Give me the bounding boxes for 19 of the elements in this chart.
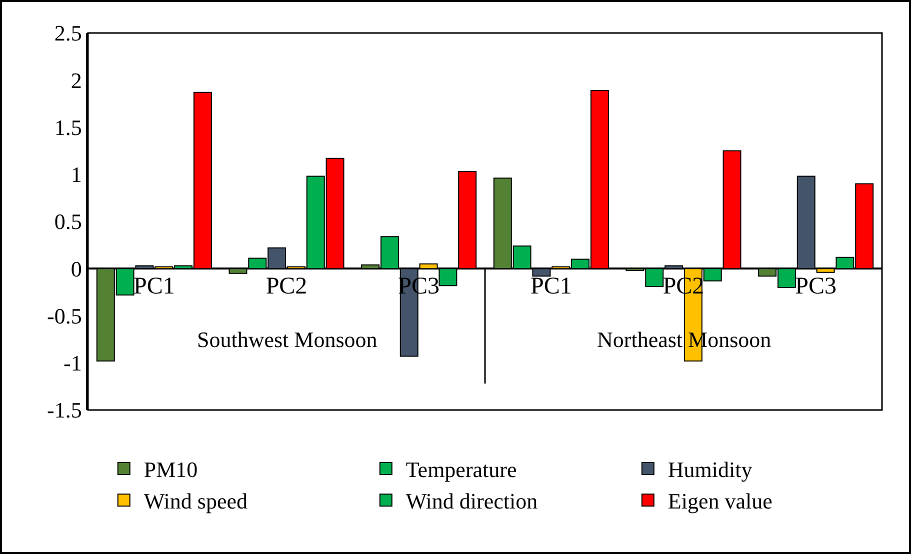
x-tick-label: PC1 (530, 274, 572, 300)
legend-label: Humidity (668, 457, 752, 482)
legend-label: Eigen value (668, 488, 772, 514)
x-tick-label: PC3 (795, 274, 837, 300)
y-tick-label: 0.5 (54, 209, 82, 234)
legend-label: Wind direction (406, 488, 538, 514)
legend-label: Temperature (406, 457, 517, 482)
y-tick-label: -1 (64, 350, 82, 376)
y-tick-label: 2.5 (54, 20, 82, 46)
y-tick-label: -0.5 (47, 303, 82, 328)
y-tick-label: 1.5 (54, 114, 82, 140)
annotation: Southwest Monsoon (197, 327, 378, 352)
x-tick-label: PC2 (266, 274, 308, 300)
y-tick-label: 1 (70, 162, 82, 188)
y-tick-label: 2 (70, 68, 82, 93)
y-tick-label: 0 (70, 256, 82, 282)
legend-label: PM10 (144, 457, 198, 482)
legend-label: Wind speed (144, 488, 248, 514)
y-tick-label: -1.5 (47, 398, 82, 423)
